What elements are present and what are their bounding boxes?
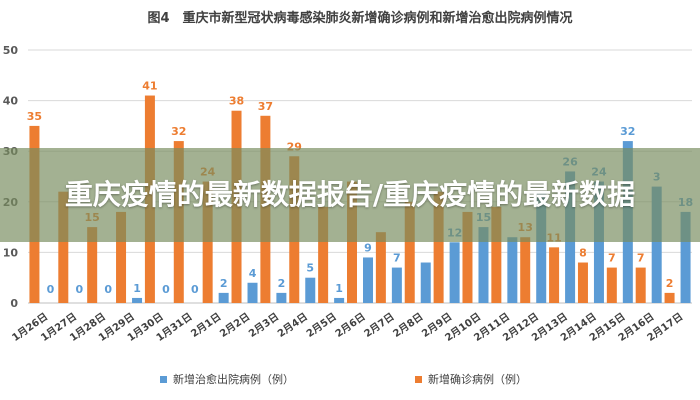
data-label: 7: [393, 252, 401, 265]
bar-confirmed: [433, 191, 444, 303]
data-label: 8: [579, 247, 587, 260]
x-tick-label: 2月7日: [362, 311, 397, 340]
bar-recovered: [507, 237, 518, 303]
data-label: 2: [220, 277, 228, 290]
bar-confirmed: [462, 211, 473, 303]
data-label: 0: [75, 283, 83, 296]
data-label: 4: [249, 267, 257, 280]
data-label: 2: [278, 277, 286, 290]
bar-recovered: [247, 282, 258, 303]
data-label: 37: [258, 100, 273, 113]
legend-swatch: [415, 376, 422, 383]
bar-recovered: [651, 186, 662, 303]
y-tick-label: 50: [3, 44, 19, 57]
x-axis-ticks: 1月26日1月27日1月28日1月29日1月30日1月31日2月1日2月2日2月…: [10, 311, 685, 344]
x-tick-label: 2月4日: [275, 311, 310, 340]
data-label: 5: [306, 262, 314, 275]
bar-confirmed: [520, 237, 531, 303]
data-label: 0: [162, 283, 170, 296]
y-tick-label: 40: [3, 95, 19, 108]
bar-confirmed: [202, 181, 213, 303]
x-tick-label: 2月2日: [218, 311, 253, 340]
bar-recovered: [132, 297, 143, 303]
y-tick-label: 10: [3, 246, 19, 259]
bar-confirmed: [664, 292, 675, 303]
bar-confirmed: [375, 232, 386, 303]
x-tick-label: 2月1日: [189, 311, 224, 340]
x-tick-label: 2月3日: [246, 311, 281, 340]
bar-confirmed: [549, 247, 560, 303]
data-label: 0: [47, 283, 55, 296]
x-tick-label: 2月5日: [304, 311, 339, 340]
legend-swatch: [160, 376, 167, 383]
bar-confirmed: [318, 206, 329, 303]
bar-recovered: [391, 267, 402, 303]
data-label: 32: [171, 125, 186, 138]
data-label: 7: [637, 252, 645, 265]
bar-recovered: [363, 257, 373, 303]
data-label: 2: [666, 277, 674, 290]
bar-recovered: [334, 297, 345, 303]
bar-recovered: [420, 262, 431, 303]
bar-confirmed: [404, 201, 415, 303]
bar-recovered: [536, 191, 547, 303]
data-label: 38: [229, 95, 244, 108]
data-label: 0: [191, 283, 199, 296]
banner-title: 重庆疫情的最新数据报告/重庆疫情的最新数据: [64, 178, 636, 211]
overlay-banner: 重庆疫情的最新数据报告/重庆疫情的最新数据: [0, 148, 700, 242]
bar-confirmed: [635, 267, 646, 303]
bar-recovered: [593, 181, 604, 303]
data-label: 32: [620, 125, 635, 138]
data-label: 1: [133, 282, 141, 295]
x-tick-label: 2月8日: [391, 311, 426, 340]
bar-confirmed: [58, 191, 69, 303]
data-label: 7: [608, 252, 616, 265]
legend-label: 新增确诊病例（例）: [428, 372, 527, 386]
bar-confirmed: [491, 206, 502, 303]
bar-confirmed: [347, 181, 357, 303]
bar-recovered: [449, 242, 460, 303]
bar-recovered: [305, 277, 316, 303]
legend: 新增治愈出院病例（例） 新增确诊病例（例）: [160, 372, 527, 386]
data-label: 41: [142, 80, 157, 93]
bar-confirmed: [116, 211, 127, 303]
legend-label: 新增治愈出院病例（例）: [173, 372, 294, 386]
data-label: 35: [27, 110, 42, 123]
data-label: 9: [364, 241, 372, 254]
x-tick-label: 2月6日: [333, 311, 368, 340]
bar-confirmed: [87, 227, 98, 303]
chart-title: 图4 重庆市新型冠状病毒感染肺炎新增确诊病例和新增治愈出院病例情况: [147, 10, 572, 26]
bar-recovered: [218, 292, 229, 303]
bar-confirmed: [606, 267, 617, 303]
bar-recovered: [478, 227, 489, 303]
bar-recovered: [680, 211, 691, 303]
bar-confirmed: [577, 262, 588, 303]
y-tick-label: 0: [10, 297, 18, 310]
data-label: 1: [335, 282, 343, 295]
data-label: 0: [104, 283, 112, 296]
bar-recovered: [276, 292, 287, 303]
